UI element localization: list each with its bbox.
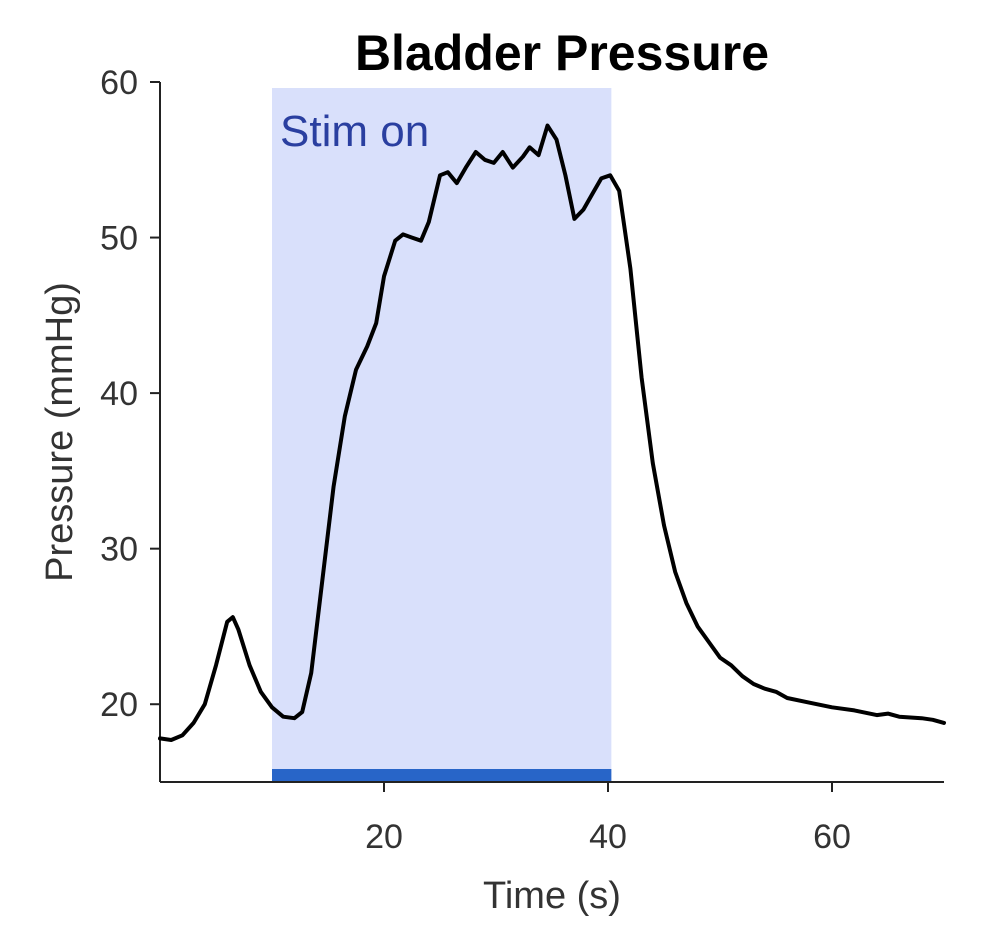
pressure-line xyxy=(158,123,946,742)
y-tick-label: 60 xyxy=(100,64,138,102)
y-tick-label: 50 xyxy=(100,220,138,258)
axes: 20 30 40 50 60 20 40 60 xyxy=(100,64,944,856)
y-tick-label: 20 xyxy=(100,686,138,724)
stim-on-label: Stim on xyxy=(280,107,429,156)
x-tick-label: 60 xyxy=(813,818,851,856)
stim-on-bar xyxy=(272,769,612,782)
chart-title: Bladder Pressure xyxy=(355,25,769,81)
x-tick-label: 40 xyxy=(589,818,627,856)
y-tick-label: 30 xyxy=(100,531,138,569)
y-tick-label: 40 xyxy=(100,375,138,413)
x-tick-label: 20 xyxy=(365,818,403,856)
x-axis-label: Time (s) xyxy=(483,875,621,917)
stim-on-region xyxy=(272,88,612,782)
y-axis-label: Pressure (mmHg) xyxy=(39,282,81,582)
